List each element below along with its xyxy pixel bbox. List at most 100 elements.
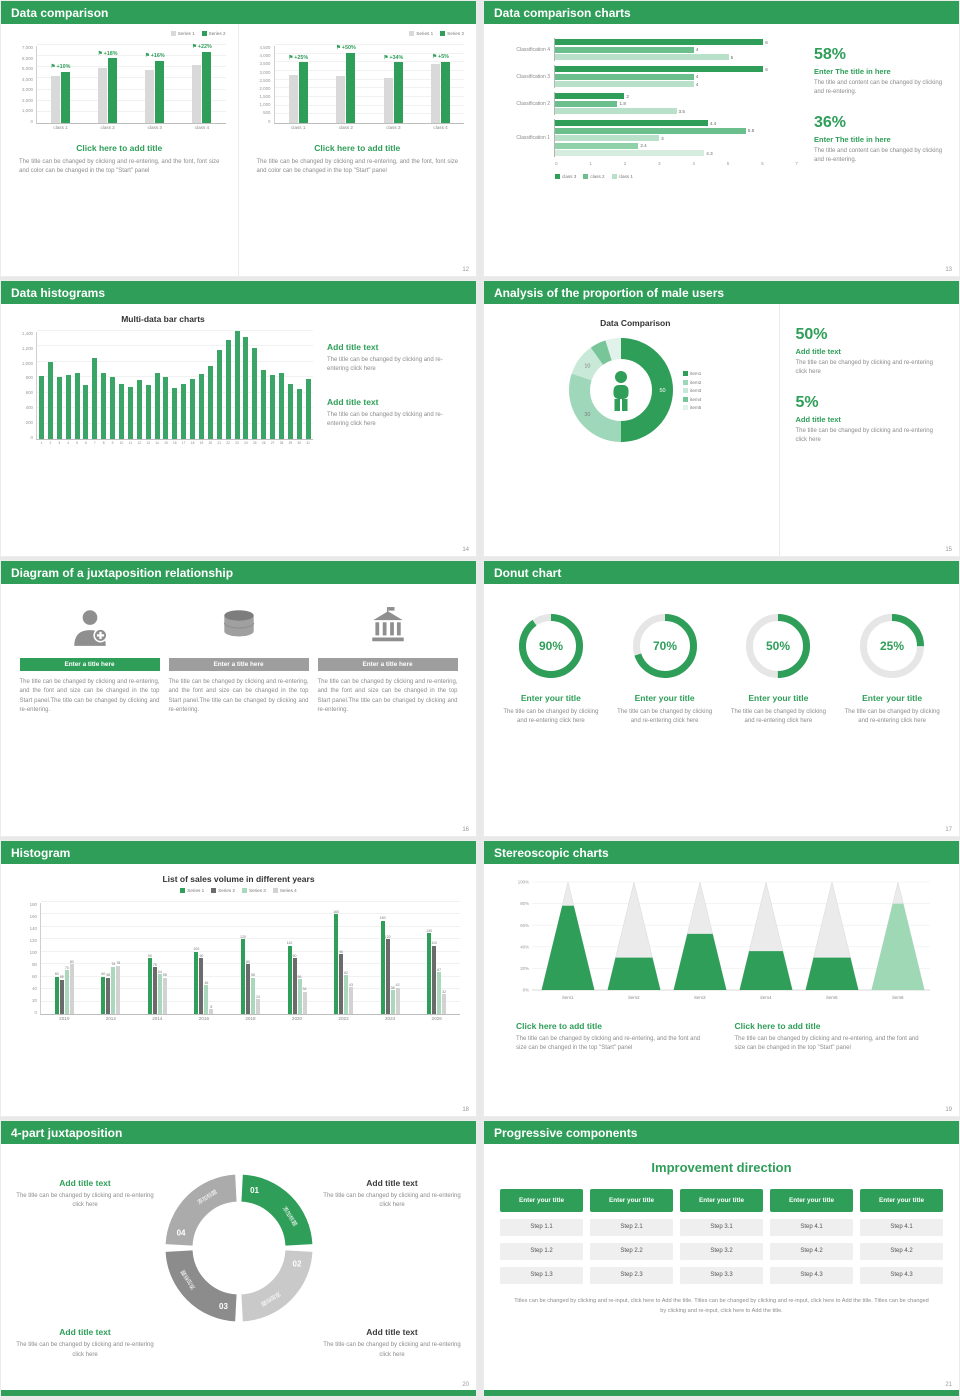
placeholder-title[interactable]: Enter your title bbox=[862, 693, 923, 703]
enter-title-button[interactable]: Enter your title bbox=[770, 1189, 853, 1212]
step-column: Enter your title Step 4.1 Step 4.2 Step 4.3 bbox=[860, 1189, 943, 1291]
horizontal-bar-chart: Classification 4 6 4 5 Classification 3 6 4 4 Cl… bbox=[516, 38, 798, 166]
svg-text:100%: 100% bbox=[518, 880, 529, 885]
chart-legend: Series 1 Series 2 bbox=[409, 31, 464, 36]
placeholder-title[interactable]: Add title text bbox=[795, 347, 841, 356]
slide-title-bar: Analysis of the proportion of male users bbox=[484, 281, 959, 304]
slide-donut-chart: Donut chart 90% Enter your title The tit… bbox=[483, 560, 960, 837]
placeholder-body: The title can be changed by clicking and… bbox=[256, 159, 459, 175]
chart-panel: Data Comparison 50 30 10 item1 item2 item3 it… bbox=[484, 304, 779, 556]
placeholder-title-bar[interactable]: Enter a title here bbox=[19, 658, 160, 671]
donut-column: 25% Enter your title The title can be ch… bbox=[839, 614, 945, 727]
flag-icon: ⚑ bbox=[288, 54, 294, 61]
chart-title: Data Comparison bbox=[600, 318, 671, 328]
page-number: 16 bbox=[462, 827, 469, 833]
placeholder-body: The title and content can be changed by … bbox=[814, 147, 943, 163]
histogram-chart: 1,400 1,200 1,000 800 600 400 200 0 1 2 3 4 5 6 7 8 9 10 1… bbox=[13, 330, 313, 449]
chart-title: Multi-data bar charts bbox=[121, 314, 205, 324]
placeholder-title[interactable]: Add title text bbox=[366, 1327, 418, 1338]
step-column: Enter your title Step 2.1 Step 2.2 Step 2.3 bbox=[590, 1189, 673, 1291]
placeholder-body: The title can be changed by clicking and… bbox=[795, 360, 933, 376]
placeholder-title[interactable]: Add title text bbox=[366, 1178, 418, 1188]
legend-item: item3 bbox=[683, 388, 701, 394]
text-panel: Add title text The title can be changed … bbox=[313, 314, 464, 451]
slide-title-bar: Data comparison charts bbox=[484, 1, 959, 24]
chart-panel: Classification 4 6 4 5 Classification 3 6 4 4 Cl… bbox=[498, 38, 798, 181]
placeholder-body: The title can be changed by clicking and… bbox=[19, 679, 160, 713]
diagram-column: Enter a title here The title can be chan… bbox=[317, 606, 458, 715]
diagram-column: Enter a title here The title can be chan… bbox=[19, 606, 160, 715]
legend-item: Series 1 bbox=[180, 888, 204, 893]
page-number: 15 bbox=[945, 547, 952, 553]
svg-text:item1: item1 bbox=[562, 995, 574, 1000]
slide-title: 4-part juxtaposition bbox=[11, 1125, 123, 1140]
flag-icon: ⚑ bbox=[192, 44, 197, 51]
placeholder-title-bar[interactable]: Enter a title here bbox=[317, 658, 458, 671]
placeholder-title[interactable]: Enter your title bbox=[520, 693, 581, 703]
placeholder-title[interactable]: Enter The title in here bbox=[814, 134, 891, 144]
placeholder-body: The title can be changed by clicking and… bbox=[795, 427, 933, 443]
svg-text:40%: 40% bbox=[520, 944, 529, 949]
enter-title-button[interactable]: Enter your title bbox=[860, 1189, 943, 1212]
slide-4-part-juxtaposition: 4-part juxtaposition Add title text The … bbox=[0, 1120, 477, 1397]
enter-title-button[interactable]: Enter your title bbox=[590, 1189, 673, 1212]
step-cell: Step 2.1 bbox=[590, 1219, 673, 1236]
placeholder-title[interactable]: Enter your title bbox=[634, 693, 695, 703]
placeholder-body: The title can be changed by clicking and… bbox=[327, 357, 443, 373]
placeholder-title[interactable]: Click here to add title bbox=[314, 143, 401, 153]
slide-title-bar: Diagram of a juxtaposition relationship bbox=[1, 561, 476, 584]
placeholder-body: The title can be changed by clicking and… bbox=[19, 159, 220, 175]
step-cell: Step 1.1 bbox=[500, 1219, 583, 1236]
placeholder-body: The title can be changed by clicking and… bbox=[317, 679, 458, 713]
grouped-column-chart: 180 160 140 120 100 80 60 40 20 0 60 55 70 80 2010 60 58… bbox=[17, 901, 460, 1024]
svg-text:10: 10 bbox=[584, 363, 590, 369]
placeholder-title[interactable]: Add title text bbox=[327, 342, 379, 352]
slide-title-bar: Data histograms bbox=[1, 281, 476, 304]
donut-chart: 50 30 10 bbox=[569, 338, 674, 447]
placeholder-title[interactable]: Add title text bbox=[59, 1178, 111, 1188]
legend-item: class 1 bbox=[611, 174, 633, 179]
text-panel-left: Add title text The title can be changed … bbox=[11, 1164, 159, 1360]
step-cell: Step 3.1 bbox=[680, 1219, 763, 1236]
grouped-column-chart: 4,500 4,000 3,500 3,000 2,500 2,000 1,500 1,000… bbox=[251, 44, 464, 133]
step-cell: Step 4.2 bbox=[770, 1243, 853, 1260]
placeholder-title[interactable]: Enter your title bbox=[748, 693, 809, 703]
svg-text:30: 30 bbox=[584, 412, 590, 418]
step-cell: Step 4.3 bbox=[770, 1267, 853, 1284]
step-column: Enter your title Step 3.1 Step 3.2 Step 3.3 bbox=[680, 1189, 763, 1291]
legend-item: Series 4 bbox=[272, 888, 297, 893]
step-cell: Step 2.2 bbox=[590, 1243, 673, 1260]
enter-title-button[interactable]: Enter your title bbox=[680, 1189, 763, 1212]
placeholder-title[interactable]: Enter The title in here bbox=[814, 67, 891, 76]
progress-ring: 90% bbox=[498, 614, 604, 683]
svg-text:03: 03 bbox=[219, 1302, 228, 1311]
placeholder-title[interactable]: Add title text bbox=[327, 396, 379, 407]
stat-block: 36% Enter The title in here The title an… bbox=[814, 114, 945, 166]
slide-title-bar: 4-part juxtaposition bbox=[1, 1121, 476, 1144]
slide-title: Donut chart bbox=[494, 565, 562, 580]
svg-text:0%: 0% bbox=[523, 988, 529, 993]
bank-icon bbox=[318, 606, 458, 648]
placeholder-title[interactable]: Add title text bbox=[795, 414, 841, 424]
placeholder-title-bar[interactable]: Enter a title here bbox=[168, 658, 309, 671]
placeholder-title[interactable]: Click here to add title bbox=[76, 143, 163, 153]
enter-title-button[interactable]: Enter your title bbox=[500, 1189, 583, 1212]
svg-text:50: 50 bbox=[660, 388, 666, 394]
slide-data-comparison: Data comparison Series 1 Series 2 7,000 6,… bbox=[0, 0, 477, 277]
placeholder-title[interactable]: Add title text bbox=[59, 1327, 111, 1338]
diagram-column: Enter a title here The title can be chan… bbox=[168, 606, 309, 715]
legend-item: Series 2 bbox=[211, 888, 235, 893]
placeholder-body: The title can be changed by clicking and… bbox=[617, 709, 713, 725]
flag-icon: ⚑ bbox=[335, 45, 341, 52]
svg-text:25%: 25% bbox=[880, 639, 904, 653]
svg-text:item2: item2 bbox=[628, 995, 640, 1000]
text-panel-right: Add title text The title can be changed … bbox=[318, 1164, 466, 1360]
slide-title: Histogram bbox=[11, 845, 71, 860]
step-cell: Step 1.2 bbox=[500, 1243, 583, 1260]
placeholder-body: The title and content can be changed by … bbox=[814, 80, 943, 96]
svg-text:20%: 20% bbox=[520, 966, 529, 971]
placeholder-title[interactable]: Click here to add title bbox=[516, 1021, 602, 1031]
svg-text:item5: item5 bbox=[826, 995, 838, 1000]
placeholder-title[interactable]: Click here to add title bbox=[734, 1021, 821, 1031]
chart-legend: Series 1 Series 2 bbox=[170, 31, 226, 36]
